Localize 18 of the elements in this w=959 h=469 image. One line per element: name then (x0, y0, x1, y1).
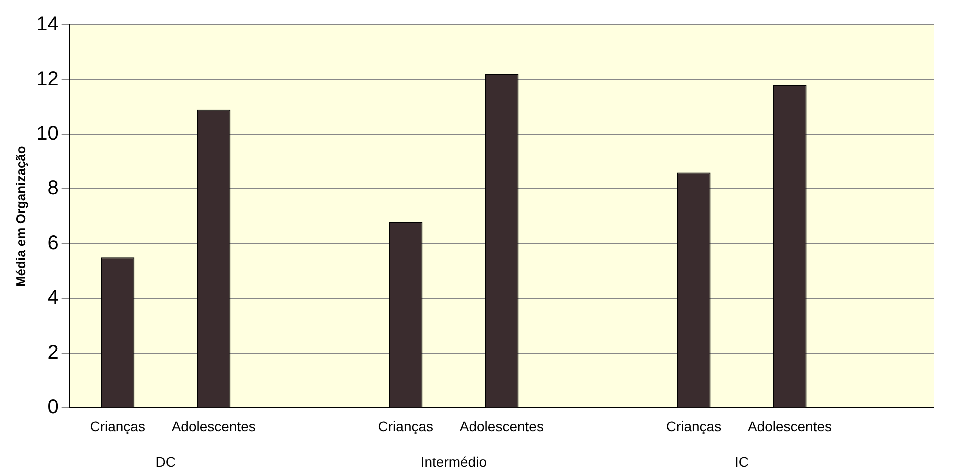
x-tick-label: Adolescentes (172, 418, 256, 434)
y-tick-label: 8 (48, 178, 59, 200)
text: DC (156, 454, 176, 469)
x-tick-label: Adolescentes (748, 418, 832, 434)
x-tick-label: Crianças (378, 418, 434, 434)
y-tick-label: 2 (48, 342, 59, 364)
y-axis-title: Média em Organização (13, 146, 28, 288)
y-tick-label: 0 (48, 396, 59, 419)
x-tick-label: Crianças (666, 418, 722, 434)
x-tick-label: Adolescentes (460, 418, 544, 434)
text: IC (734, 454, 749, 469)
y-tick-label: 6 (48, 232, 59, 254)
y-tick-label: 12 (36, 68, 59, 90)
x-tick-label: Crianças (90, 418, 146, 434)
y-tick-label: 14 (36, 14, 59, 36)
text: Intermédio (420, 454, 488, 469)
y-tick-label: 4 (48, 287, 59, 310)
y-tick-label: 10 (36, 123, 59, 145)
